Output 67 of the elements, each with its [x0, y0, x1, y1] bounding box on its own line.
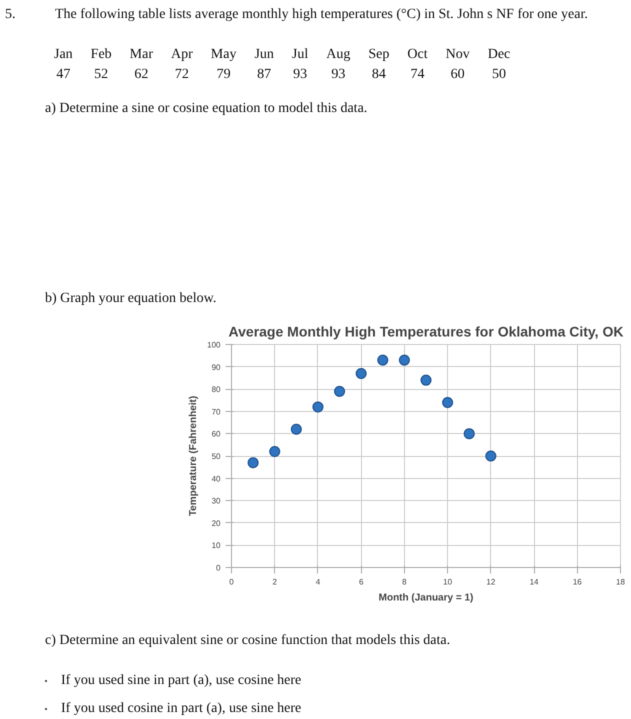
text: 74 — [410, 67, 424, 82]
x-tick-label: 10 — [443, 578, 453, 586]
y-tick-label: 70 — [212, 407, 222, 416]
text: 84 — [372, 67, 386, 82]
point — [356, 368, 367, 379]
y-tick-label: 10 — [212, 541, 222, 550]
text: Jun — [254, 47, 274, 62]
y-tick-label: 20 — [212, 518, 222, 528]
text: 50 — [492, 67, 506, 82]
x-tick-label: 18 — [616, 578, 626, 586]
text: 87 — [257, 67, 272, 82]
y-tick-label: 0 — [216, 564, 222, 572]
y-tick-label: 30 — [212, 496, 222, 506]
text: 72 — [174, 67, 189, 82]
text: b) Graph your equation below. — [45, 290, 216, 308]
text: 62 — [134, 67, 148, 82]
y-tick-label: 100 — [207, 340, 222, 350]
point — [485, 450, 496, 462]
text: If you used cosine in part (a), use sine here — [60, 700, 302, 718]
x-tick-label: 16 — [572, 578, 582, 586]
x-tick-label: 6 — [358, 578, 364, 586]
point — [312, 401, 324, 412]
text: Feb — [90, 47, 112, 62]
x-tick-label: 8 — [402, 578, 408, 586]
x-tick-label: 12 — [486, 578, 496, 586]
text: 93 — [331, 67, 346, 82]
point — [269, 446, 280, 458]
x-tick-label: 2 — [272, 578, 278, 586]
text: The following table lists average monthly high temperatures (°C) in St. John s NF for one year. — [55, 6, 588, 24]
text: 79 — [216, 67, 231, 82]
text: 60 — [450, 67, 465, 82]
point — [442, 396, 454, 408]
text: c) Determine an equivalent sine or cosine function that models this data. — [45, 632, 450, 650]
text: Dec — [488, 47, 510, 62]
text: Aug — [326, 47, 350, 62]
text: If you used sine in part (a), use cosine here — [60, 672, 302, 690]
y-tick-label: 60 — [212, 430, 222, 439]
chart-title: Average Monthly High Temperatures for Oklahoma City, OK — [228, 324, 624, 340]
text: Mar — [130, 47, 153, 62]
text: May — [210, 47, 236, 62]
point — [377, 354, 388, 366]
text: Oct — [407, 47, 428, 62]
point — [420, 374, 432, 386]
text: Sep — [368, 47, 390, 62]
x-tick-label: 14 — [530, 578, 540, 586]
y-tick-label: 80 — [212, 385, 222, 394]
text: 93 — [293, 67, 308, 82]
point — [248, 457, 259, 468]
text: Jan — [54, 47, 73, 62]
text: Nov — [446, 47, 470, 62]
x-axis-title: Month (January = 1) — [378, 592, 474, 604]
point — [398, 354, 410, 366]
text: Apr — [171, 47, 193, 62]
x-tick-label: 4 — [316, 578, 321, 586]
text: Jul — [292, 47, 308, 62]
point — [290, 424, 302, 435]
y-tick-label: 90 — [212, 362, 222, 372]
point — [334, 386, 346, 397]
text: 52 — [94, 67, 108, 82]
text: a) Determine a sine or cosine equation to model this data. — [45, 100, 368, 118]
y-tick-label: 40 — [212, 474, 222, 484]
y-tick-label: 50 — [212, 452, 222, 461]
text: 5. — [5, 6, 16, 24]
point — [464, 428, 475, 440]
y-axis-title: Temperature (Fahrenheit) — [188, 396, 200, 516]
text: 47 — [56, 67, 70, 82]
x-tick-label: 0 — [229, 578, 234, 586]
